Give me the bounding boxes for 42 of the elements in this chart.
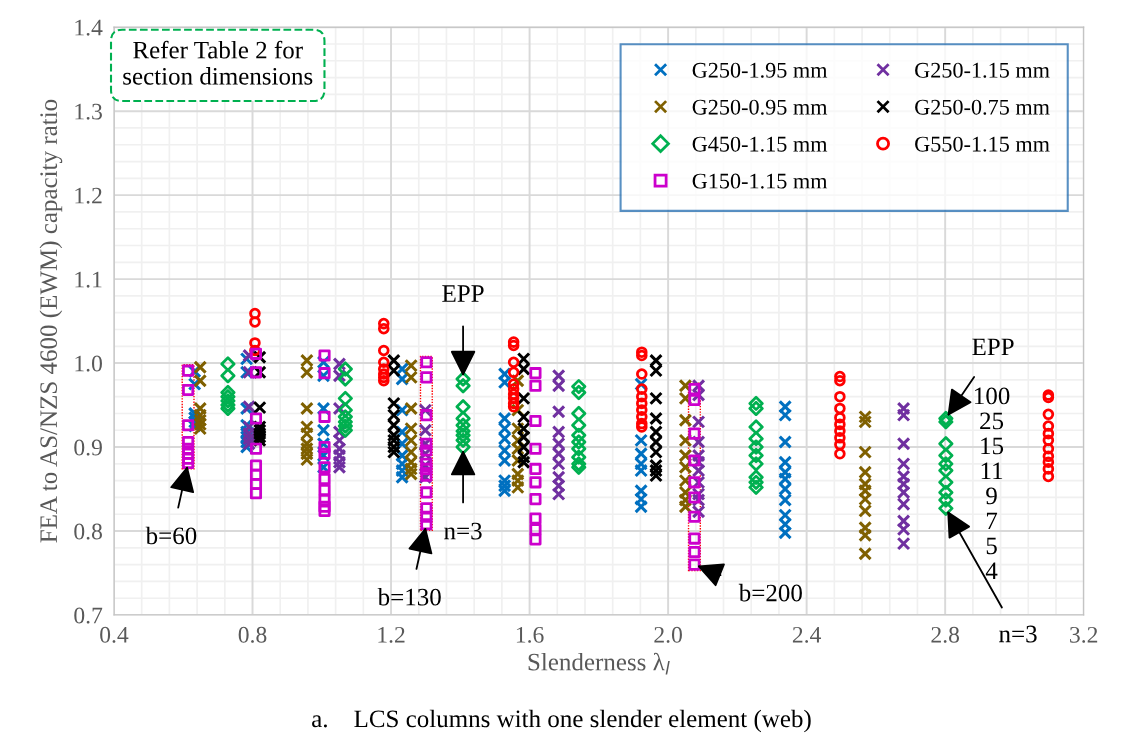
annotation: Refer Table 2 for section dimensions <box>123 40 313 85</box>
x-tick-label: 2.0 <box>654 626 682 643</box>
y-tick-label: 0.7 <box>74 607 103 624</box>
y-tick-label: 1.2 <box>75 187 102 204</box>
x-tick-label: 1.2 <box>378 626 405 643</box>
annotation: 15 <box>981 437 1004 455</box>
annotation: n=3 <box>444 522 482 540</box>
x-tick-label: 0.8 <box>238 626 267 643</box>
annotation: 7 <box>986 512 998 530</box>
legend-label: G250-1.95 mm <box>692 62 828 78</box>
annotation: 25 <box>980 412 1004 430</box>
annotation: 5 <box>986 537 997 555</box>
x-tick-label: 1.6 <box>516 626 544 643</box>
annotation: 9 <box>986 487 997 505</box>
x-tick-label: 2.8 <box>931 626 960 643</box>
x-axis-title: Slenderness λ$_{l}$ <box>528 652 670 675</box>
annotation: EPP <box>442 285 484 302</box>
annotation: EPP <box>972 338 1014 356</box>
legend-label: G250-0.75 mm <box>915 99 1050 115</box>
y-tick-label: 1.4 <box>75 19 103 36</box>
y-axis-title: FEA to AS/NZS 4600 (EWM) capacity ratio <box>39 99 63 543</box>
annotation: n=3 <box>999 625 1037 643</box>
y-tick-label: 1.0 <box>75 355 102 372</box>
legend-label: G450-1.15 mm <box>692 136 828 152</box>
annotation: 11 <box>981 462 1003 480</box>
text: a. LCS columns with one slender element (web) <box>312 709 811 733</box>
annotation: b=60 <box>145 526 197 545</box>
x-tick-label: 2.4 <box>792 626 822 643</box>
annotation: b=130 <box>377 587 441 606</box>
legend-label: G550-1.15 mm <box>915 136 1050 152</box>
y-tick-label: 1.1 <box>75 271 102 288</box>
annotation: b=200 <box>738 583 802 602</box>
y-tick-label: 0.9 <box>74 439 102 456</box>
annotation: 4 <box>985 562 998 579</box>
legend-label: G250-1.15 mm <box>915 62 1050 78</box>
x-tick-label: 0.4 <box>100 626 129 643</box>
y-tick-label: 1.3 <box>75 103 102 120</box>
annotation: 100 <box>975 387 1010 405</box>
x-tick-label: 3.2 <box>1070 626 1098 643</box>
legend-label: G150-1.15 mm <box>692 173 828 189</box>
legend-label: G250-0.95 mm <box>692 99 828 115</box>
y-tick-label: 0.8 <box>74 523 102 540</box>
